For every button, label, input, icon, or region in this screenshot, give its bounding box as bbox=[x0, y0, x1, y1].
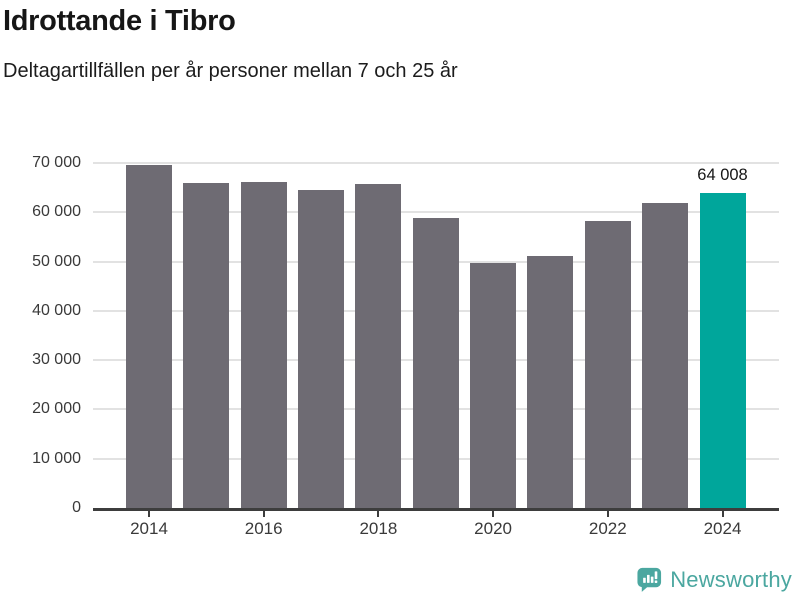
y-tick-label-40000: 40 000 bbox=[32, 301, 81, 319]
y-tick-label-60000: 60 000 bbox=[32, 203, 81, 221]
bar-2017 bbox=[298, 190, 345, 508]
x-tick-label-2018: 2018 bbox=[359, 519, 398, 538]
bar-2015 bbox=[183, 182, 230, 508]
x-tick-2020 bbox=[492, 511, 495, 517]
bar-2018 bbox=[355, 183, 402, 508]
y-axis-labels: 0 10 000 20 000 30 000 40 000 50 000 60 000 70 … bbox=[0, 154, 81, 516]
bar-2024 bbox=[699, 192, 746, 508]
chart-subtitle: Deltagartillfällen per år personer mella… bbox=[3, 60, 458, 82]
x-tick-2018 bbox=[377, 511, 380, 517]
bar-2019 bbox=[412, 217, 459, 508]
y-tick-label-30000: 30 000 bbox=[32, 351, 81, 369]
highlight-value-label: 64 008 bbox=[697, 165, 748, 184]
x-tick-2024 bbox=[721, 511, 724, 517]
bar-2022 bbox=[584, 221, 631, 508]
x-tick-label-2016: 2016 bbox=[244, 519, 283, 538]
newsworthy-wordmark: Newsworthy bbox=[670, 566, 792, 592]
bar-2021 bbox=[527, 255, 574, 508]
x-axis-line bbox=[93, 508, 779, 511]
page-title: Idrottande i Tibro bbox=[3, 5, 236, 37]
x-tick-2016 bbox=[262, 511, 265, 517]
gridline-70000 bbox=[93, 162, 779, 164]
bar-2020 bbox=[470, 263, 517, 508]
bar-2023 bbox=[642, 202, 689, 508]
y-tick-label-50000: 50 000 bbox=[32, 252, 81, 270]
x-tick-2022 bbox=[606, 511, 609, 517]
y-tick-label-10000: 10 000 bbox=[32, 449, 81, 467]
x-tick-label-2014: 2014 bbox=[130, 519, 168, 538]
newsworthy-speech-bubble-chart-icon bbox=[637, 567, 662, 592]
x-tick-label-2020: 2020 bbox=[474, 519, 513, 538]
bar-2014 bbox=[126, 165, 172, 508]
plot-area: 64 008 bbox=[93, 162, 779, 517]
gridline-60000 bbox=[93, 211, 779, 214]
x-tick-label-2022: 2022 bbox=[588, 519, 627, 538]
x-tick-2014 bbox=[148, 511, 150, 517]
bar-2016 bbox=[240, 182, 287, 508]
y-tick-label-20000: 20 000 bbox=[32, 400, 81, 418]
y-tick-label-70000: 70 000 bbox=[32, 154, 81, 171]
newsworthy-logo[interactable]: Newsworthy bbox=[636, 566, 792, 593]
x-tick-label-2024: 2024 bbox=[703, 519, 742, 538]
y-tick-label-0: 0 bbox=[72, 499, 81, 516]
